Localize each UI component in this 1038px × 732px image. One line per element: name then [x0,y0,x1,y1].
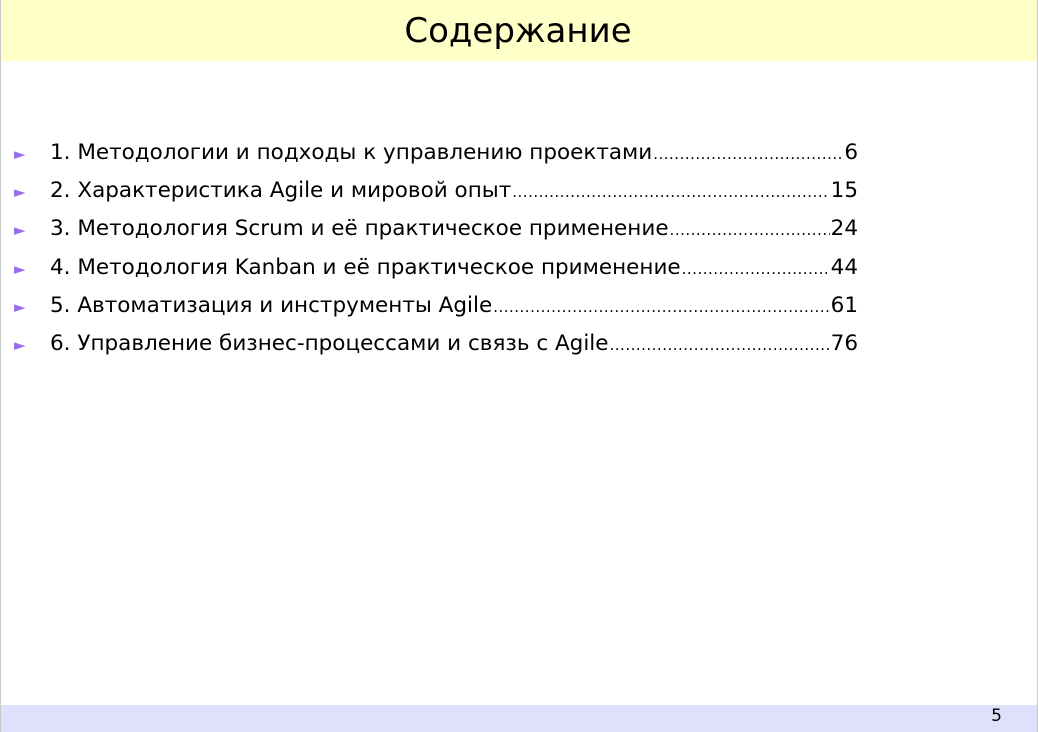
toc-page: 44 [830,254,858,280]
footer-bar: 5 [1,705,1037,732]
triangle-right-icon: ► [14,145,26,163]
toc-page: 24 [830,216,858,242]
slide-title: Содержание [404,10,632,51]
dot-leader [512,183,829,201]
dot-leader [670,221,830,239]
title-bar: Содержание [1,0,1037,61]
toc-label: 6. Управление бизнес-процессами и связь … [50,330,609,356]
toc-page: 76 [830,330,858,356]
table-of-contents: ► 1. Методологии и подходы к управлению п… [14,140,858,369]
slide-number: 5 [991,706,1002,726]
triangle-right-icon: ► [14,335,26,354]
dot-leader [653,145,843,163]
toc-page: 15 [830,178,858,204]
toc-item: ► 6. Управление бизнес-процессами и связь… [14,331,858,369]
triangle-right-icon: ► [14,297,26,316]
toc-label: 2. Характеристика Agile и мировой опыт [50,178,512,204]
toc-label: 5. Автоматизация и инструменты Agile [50,292,493,318]
toc-item: ► 1. Методологии и подходы к управлению п… [14,140,858,178]
triangle-right-icon: ► [14,259,26,278]
dot-leader [493,298,829,316]
toc-item: ► 5. Автоматизация и инструменты Agile 61 [14,293,858,331]
triangle-right-icon: ► [14,183,26,202]
toc-label: 4. Методология Kanban и её практическое … [50,254,681,280]
toc-label: 1. Методологии и подходы к управлению пр… [50,140,653,165]
dot-leader [610,336,830,354]
toc-item: ► 4. Методология Kanban и её практическое… [14,255,858,293]
dot-leader [682,260,830,278]
toc-label: 3. Методология Scrum и её практическое п… [50,216,669,242]
toc-page: 6 [844,140,858,165]
toc-item: ► 2. Характеристика Agile и мировой опыт 1… [14,178,858,216]
triangle-right-icon: ► [14,221,26,240]
toc-page: 61 [830,292,858,318]
toc-item: ► 3. Методология Scrum и её практическое … [14,216,858,254]
